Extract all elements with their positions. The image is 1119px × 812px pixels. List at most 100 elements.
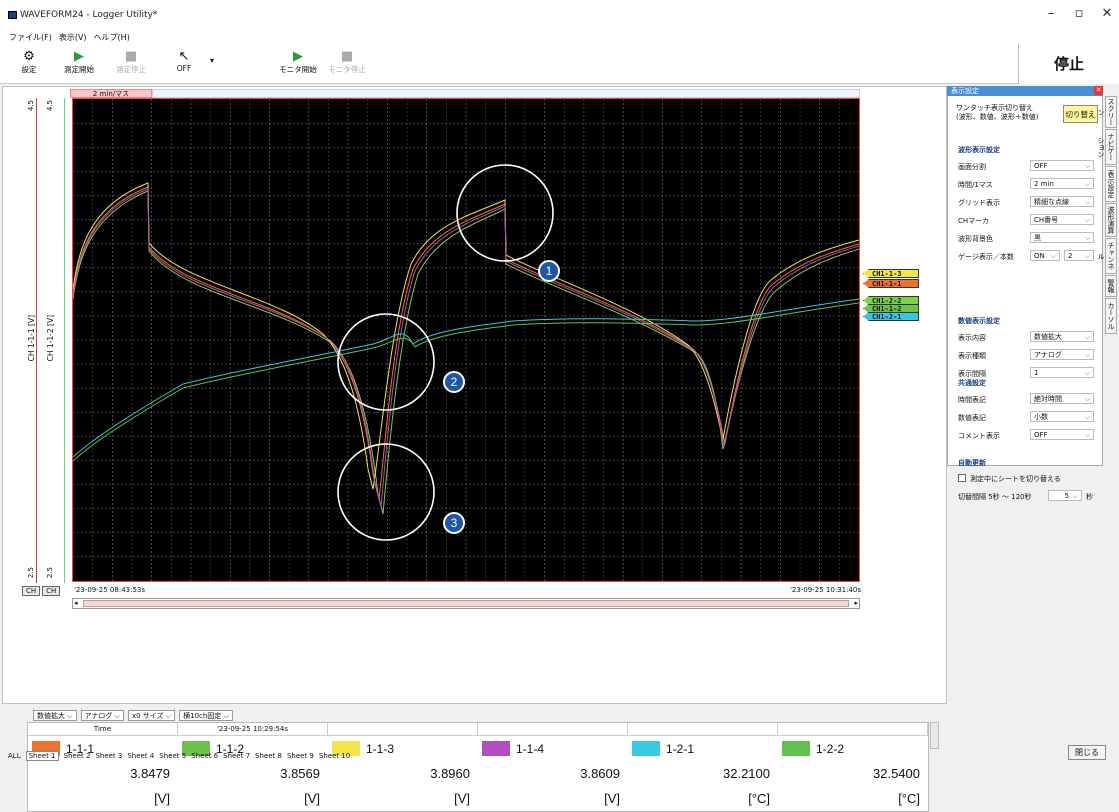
display-interval-select[interactable]: 1	[1030, 367, 1094, 378]
side-tab-screen[interactable]: スクリーン	[1097, 96, 1117, 128]
close-window-button[interactable]: ✕	[1101, 6, 1113, 21]
sheet-tab-7[interactable]: Sheet 7	[223, 752, 251, 760]
waveform-svg	[72, 99, 860, 581]
layout-dropdown[interactable]: 横10ch固定 ⌵	[179, 710, 233, 721]
time-end-label: '23-09-25 10:31:40s	[790, 586, 862, 594]
channel-tag-1-2-2[interactable]: CH1-2-2	[863, 296, 919, 305]
voltage-waveform-line	[72, 186, 860, 500]
screen-split-label: 画面分割	[958, 163, 986, 171]
maximize-button[interactable]: ▫	[1074, 6, 1084, 21]
comment-display-select[interactable]: OFF	[1030, 429, 1094, 440]
y-axis2-label: CH 1-1-2 [V]	[46, 315, 55, 362]
minimize-button[interactable]: –	[1047, 6, 1055, 21]
table-vscroll[interactable]	[930, 722, 939, 749]
auto-switch-label: 測定中にシートを切り替える	[970, 475, 1061, 483]
stop-monitor-button[interactable]: ■ モニタ停止	[325, 49, 369, 75]
sheet-tab-1[interactable]: Sheet 1	[25, 751, 59, 761]
time-scrollbar[interactable]: ◂ ▸	[72, 598, 860, 609]
window-title: WAVEFORM24 - Logger Utility*	[20, 10, 158, 20]
channel-tag-1-1-2[interactable]: CH1-1-2	[863, 304, 919, 313]
cursor-icon: ↖	[178, 49, 190, 64]
stop-measure-button[interactable]: ■ 測定停止	[112, 49, 150, 75]
display-content-select[interactable]: 数値拡大	[1030, 331, 1094, 342]
waveform-bg-label: 波形背景色	[958, 235, 993, 243]
switch-view-button[interactable]: 切り替え	[1063, 105, 1098, 123]
channel-tag-1-1-1[interactable]: CH1-1-1	[863, 279, 919, 288]
cursor-button[interactable]: ↖ OFF	[165, 49, 203, 73]
gauge-display-select[interactable]: ON	[1030, 250, 1060, 261]
time-scrollbar-thumb[interactable]	[83, 600, 849, 607]
side-tab-channel[interactable]: チャンネル	[1097, 238, 1117, 274]
ch-button-2[interactable]: CH	[42, 586, 61, 596]
data-panel-dropdowns: 数値拡大 ⌵ アナログ ⌵ x0 サイズ ⌵ 横10ch固定 ⌵	[33, 710, 233, 721]
play-icon: ▶	[74, 49, 84, 64]
time-row: Time '23-09-25 10:29:54s	[28, 723, 928, 736]
temperature-waveform-line	[72, 298, 860, 458]
start-monitor-button[interactable]: ▶ モニタ開始	[276, 49, 320, 75]
highlight-ring-3	[337, 443, 435, 541]
close-panel-button[interactable]: 閉じる	[1068, 745, 1106, 760]
side-tab-navigation[interactable]: ナビゲーション	[1097, 129, 1117, 165]
side-tab-cursor[interactable]: カーソル	[1105, 298, 1117, 334]
scroll-left-icon[interactable]: ◂	[74, 599, 78, 607]
sheet-tab-8[interactable]: Sheet 8	[255, 752, 282, 760]
monitor-stop-icon: ■	[340, 49, 354, 64]
display-type-dropdown[interactable]: アナログ ⌵	[80, 710, 124, 721]
sheet-tab-6[interactable]: Sheet 6	[191, 752, 219, 760]
channel-tag-1-2-1[interactable]: CH1-2-1	[863, 312, 919, 321]
ch-marker-select[interactable]: CH番号	[1030, 214, 1094, 225]
cursor-dropdown-icon[interactable]: ▾	[210, 56, 215, 65]
grid-display-select[interactable]: 精細な点線	[1030, 196, 1094, 207]
number-notation-label: 数値表記	[958, 414, 986, 422]
sheet-tab-3[interactable]: Sheet 3	[95, 752, 123, 760]
time-header: Time	[28, 723, 178, 735]
monitor-play-icon: ▶	[293, 49, 303, 64]
channel-unit: [V]	[604, 791, 620, 806]
channel-tag-1-1-3[interactable]: CH1-1-3	[863, 269, 919, 278]
sheet-tab-9[interactable]: Sheet 9	[286, 752, 314, 760]
sheet-all[interactable]: ALL	[8, 752, 21, 760]
time-value: '23-09-25 10:29:54s	[178, 723, 328, 735]
sheet-tab-4[interactable]: Sheet 4	[127, 752, 155, 760]
time-notation-select[interactable]: 絶対時間	[1030, 393, 1094, 404]
callout-marker-3: 3	[443, 512, 465, 534]
auto-switch-checkbox[interactable]	[958, 474, 966, 482]
grid-display-label: グリッド表示	[958, 199, 1000, 207]
display-type-label: 表示種類	[958, 352, 986, 360]
time-per-div-select[interactable]: 2 min	[1030, 178, 1094, 189]
interval-spinner[interactable]: 5	[1048, 490, 1082, 501]
display-type-select[interactable]: アナログ	[1030, 349, 1094, 360]
waveform-plot[interactable]	[72, 98, 860, 582]
screen-split-select[interactable]: OFF	[1030, 160, 1094, 171]
side-panel-close-icon[interactable]: ✕	[1094, 86, 1103, 95]
menu-bar: ファイル(F) 表示(V) ヘルプ(H)	[0, 30, 1119, 44]
side-panel-title: 表示設定	[947, 86, 1103, 96]
menu-file[interactable]: ファイル(F)	[9, 32, 52, 42]
sheet-tab-10[interactable]: Sheet 10	[318, 752, 351, 760]
waveform-lines	[72, 182, 860, 515]
start-measure-button[interactable]: ▶ 測定開始	[60, 49, 98, 75]
display-settings-panel	[947, 86, 1103, 466]
y-axis2-max: 4.5	[46, 100, 54, 112]
voltage-waveform-line	[72, 188, 860, 508]
data-table: Time '23-09-25 10:29:54s 1-1-1 1-1-2 1-1…	[27, 722, 929, 812]
scroll-right-icon[interactable]: ▸	[854, 599, 858, 607]
voltage-waveform-line	[72, 182, 860, 490]
side-tab-display[interactable]: 表示設定	[1105, 166, 1117, 202]
size-dropdown[interactable]: x0 サイズ ⌵	[127, 710, 176, 721]
settings-button[interactable]: ⚙ 設定	[10, 49, 48, 75]
time-scale-tab[interactable]: 2 min/マス	[70, 89, 152, 98]
gauge-count-select[interactable]: 2	[1064, 250, 1094, 261]
side-tab-alarm[interactable]: 警報	[1105, 275, 1117, 297]
waveform-bg-select[interactable]: 黒	[1030, 232, 1094, 243]
side-tab-calc[interactable]: 波形演算	[1105, 203, 1117, 237]
menu-help[interactable]: ヘルプ(H)	[93, 32, 130, 42]
sheet-tab-2[interactable]: Sheet 2	[63, 752, 91, 760]
menu-view[interactable]: 表示(V)	[58, 32, 87, 42]
sheet-tab-5[interactable]: Sheet 5	[159, 752, 187, 760]
display-content-dropdown[interactable]: 数値拡大 ⌵	[33, 710, 77, 721]
number-notation-select[interactable]: 小数	[1030, 411, 1094, 422]
app-icon	[8, 11, 17, 19]
y-axis2-min: 2.5	[46, 567, 54, 579]
ch-button-1[interactable]: CH	[22, 586, 41, 596]
